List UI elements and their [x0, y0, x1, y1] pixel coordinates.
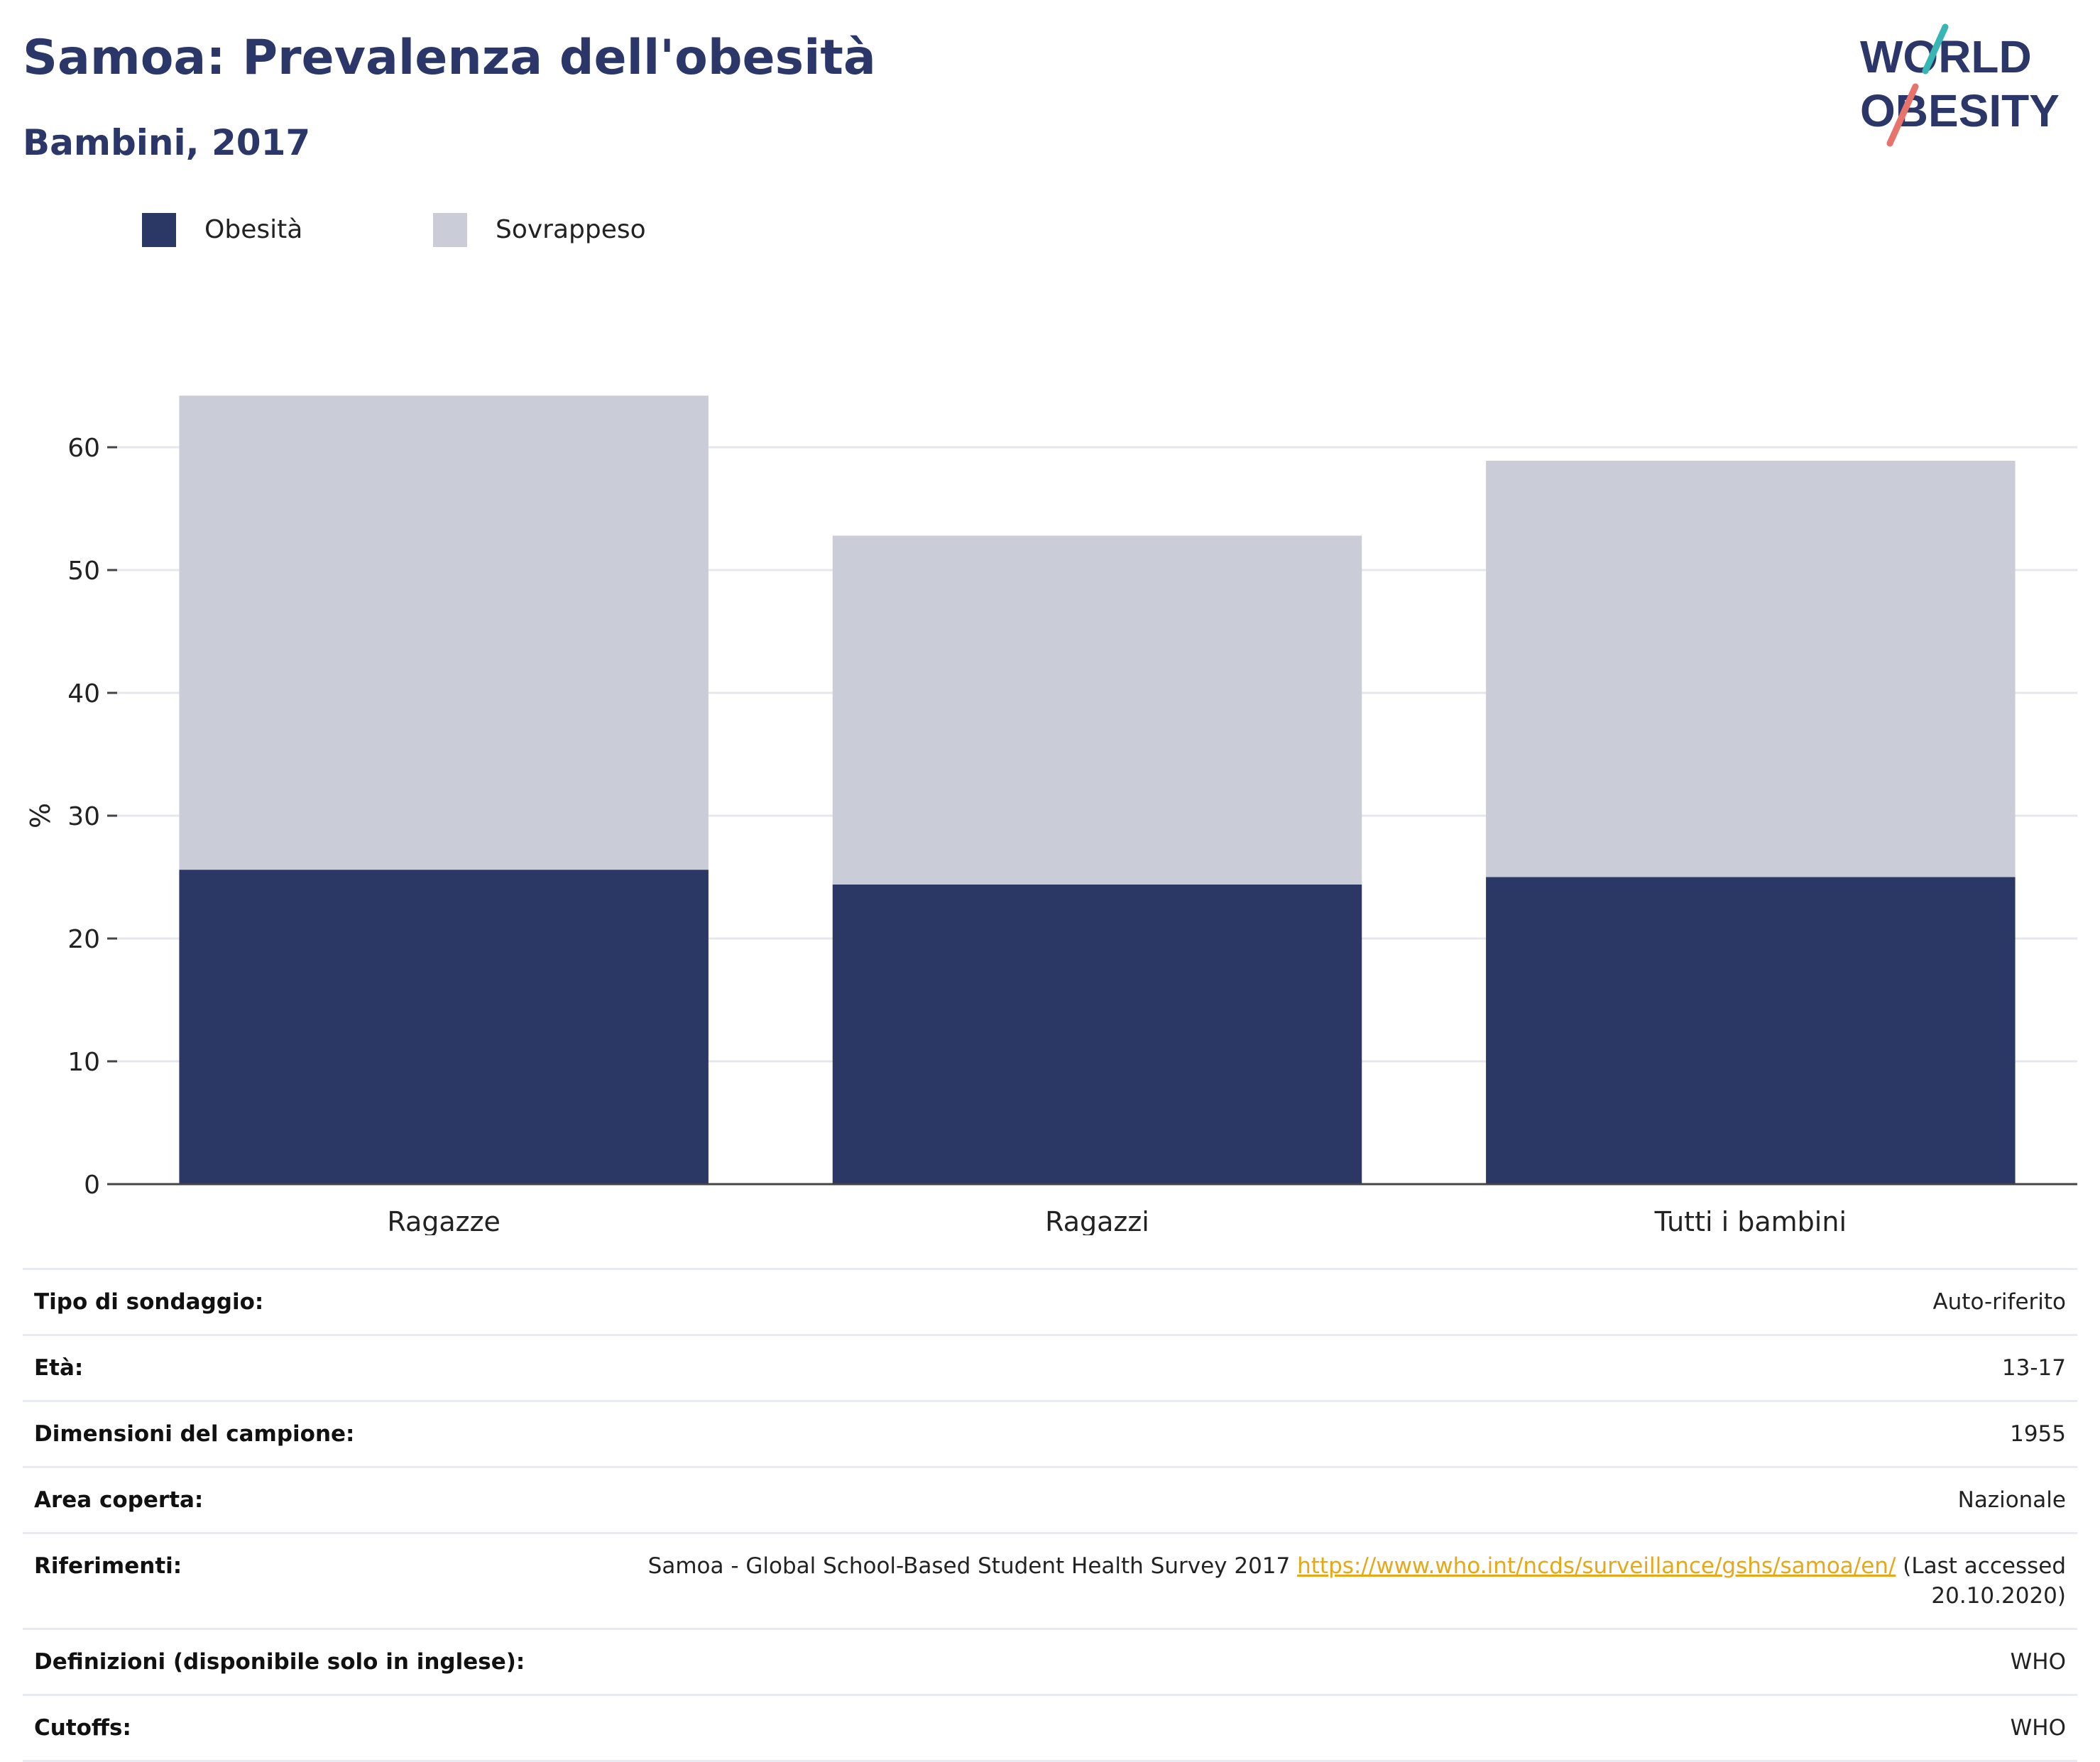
legend-label-sovrappeso: Sovrappeso — [496, 215, 646, 244]
x-tick-label: Ragazzi — [1045, 1206, 1149, 1235]
y-tick-label: 10 — [67, 1048, 100, 1077]
details-value: Auto-riferito — [1932, 1289, 2066, 1315]
details-row-sample-size: Dimensioni del campione: 1955 — [23, 1402, 2077, 1468]
details-key: Età: — [34, 1355, 84, 1381]
bar-sovrappeso-2 — [1486, 461, 2016, 877]
x-tick-label: Tutti i bambini — [1654, 1206, 1847, 1235]
y-tick-label: 40 — [67, 679, 100, 708]
details-value: Nazionale — [1957, 1487, 2066, 1513]
reference-accessed: (Last accessed 20.10.2020) — [1903, 1553, 2066, 1609]
bar-obesita-0 — [179, 870, 709, 1184]
details-row-definitions: Definizioni (disponibile solo in inglese… — [23, 1630, 2077, 1696]
details-key: Area coperta: — [34, 1487, 204, 1513]
y-axis-label: % — [25, 803, 56, 828]
logo-line2: OBESITY — [1860, 85, 2060, 136]
bar-sovrappeso-0 — [179, 395, 709, 870]
details-row-references: Riferimenti: Samoa - Global School-Based… — [23, 1534, 2077, 1630]
x-tick-label: Ragazze — [387, 1206, 501, 1235]
details-key: Tipo di sondaggio: — [34, 1289, 264, 1315]
legend-swatch-sovrappeso — [433, 213, 467, 247]
details-key: Dimensioni del campione: — [34, 1421, 355, 1447]
y-tick-label: 50 — [67, 557, 100, 586]
y-tick-label: 30 — [67, 802, 100, 831]
details-value: Samoa - Global School-Based Student Heal… — [575, 1551, 2066, 1611]
stacked-bar-chart: 0 10 20 30 40 50 60% Ragazze Ragazzi Tutti i bamb… — [25, 395, 2077, 1235]
world-obesity-logo: WORLD OBESITY — [1860, 23, 2060, 147]
details-value: 1955 — [2010, 1421, 2066, 1447]
details-value: 13-17 — [2001, 1355, 2066, 1381]
survey-details-table: Tipo di sondaggio: Auto-riferito Età: 13… — [23, 1268, 2077, 1762]
details-row-age: Età: 13-17 — [23, 1336, 2077, 1402]
legend-swatch-obesita — [142, 213, 176, 247]
details-row-survey-type: Tipo di sondaggio: Auto-riferito — [23, 1270, 2077, 1336]
y-tick-label: 20 — [67, 925, 100, 954]
bar-obesita-1 — [832, 884, 1362, 1184]
chart-title: Samoa: Prevalenza dell'obesità — [23, 30, 876, 86]
details-value: WHO — [2010, 1649, 2066, 1675]
legend-label-obesita: Obesità — [204, 215, 303, 244]
details-key: Riferimenti: — [34, 1553, 182, 1579]
bar-obesita-2 — [1486, 877, 2016, 1184]
y-tick-label: 60 — [67, 434, 100, 463]
details-value: WHO — [2010, 1715, 2066, 1741]
details-row-cutoffs: Cutoffs: WHO — [23, 1696, 2077, 1762]
y-tick-label: 0 — [84, 1171, 100, 1200]
details-key: Cutoffs: — [34, 1715, 131, 1741]
bar-sovrappeso-1 — [832, 535, 1362, 885]
details-key: Definizioni (disponibile solo in inglese… — [34, 1649, 525, 1675]
chart-subtitle: Bambini, 2017 — [23, 122, 311, 163]
reference-text: Samoa - Global School-Based Student Heal… — [647, 1553, 1291, 1579]
logo-line1: WORLD — [1860, 31, 2032, 82]
reference-link[interactable]: https://www.who.int/ncds/surveillance/gs… — [1297, 1553, 1896, 1579]
details-row-area: Area coperta: Nazionale — [23, 1468, 2077, 1534]
